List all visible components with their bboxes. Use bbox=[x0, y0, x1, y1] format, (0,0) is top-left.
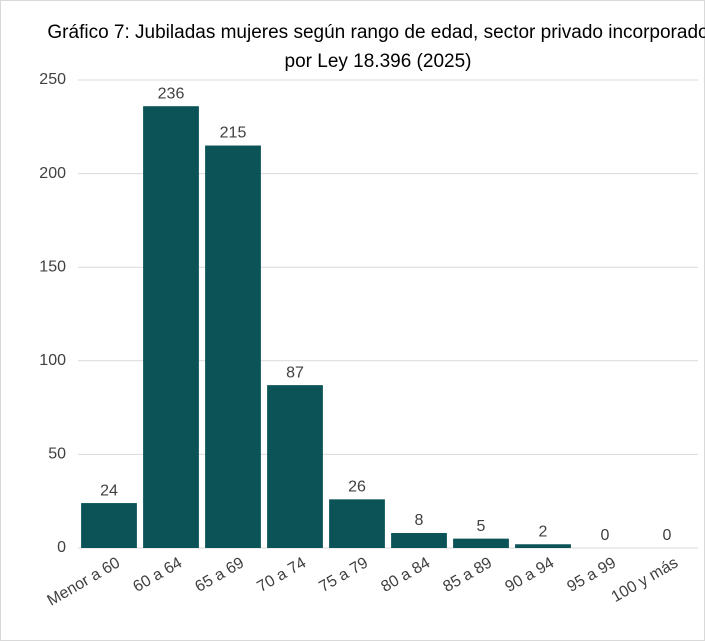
bar bbox=[515, 544, 571, 548]
y-tick-label: 100 bbox=[39, 352, 66, 369]
data-label: 24 bbox=[100, 482, 118, 499]
bar bbox=[329, 499, 385, 548]
data-label: 215 bbox=[220, 125, 247, 142]
y-tick-label: 0 bbox=[57, 539, 66, 556]
data-label: 0 bbox=[601, 527, 610, 544]
data-label: 26 bbox=[348, 479, 366, 496]
data-label: 2 bbox=[539, 523, 548, 540]
bar bbox=[81, 503, 137, 548]
data-label: 236 bbox=[158, 85, 185, 102]
bar bbox=[453, 538, 509, 548]
data-label: 0 bbox=[663, 527, 672, 544]
bar bbox=[391, 533, 447, 548]
y-tick-label: 150 bbox=[39, 258, 66, 275]
chart-title: Gráfico 7: Jubiladas mujeres según rango… bbox=[47, 22, 705, 72]
data-label: 87 bbox=[286, 364, 304, 381]
data-label: 8 bbox=[415, 512, 424, 529]
bar bbox=[205, 145, 261, 548]
y-tick-label: 250 bbox=[39, 71, 66, 88]
data-label: 5 bbox=[477, 518, 486, 535]
y-tick-label: 200 bbox=[39, 165, 66, 182]
bar bbox=[143, 106, 199, 548]
y-tick-label: 50 bbox=[48, 446, 66, 463]
bar bbox=[267, 385, 323, 548]
